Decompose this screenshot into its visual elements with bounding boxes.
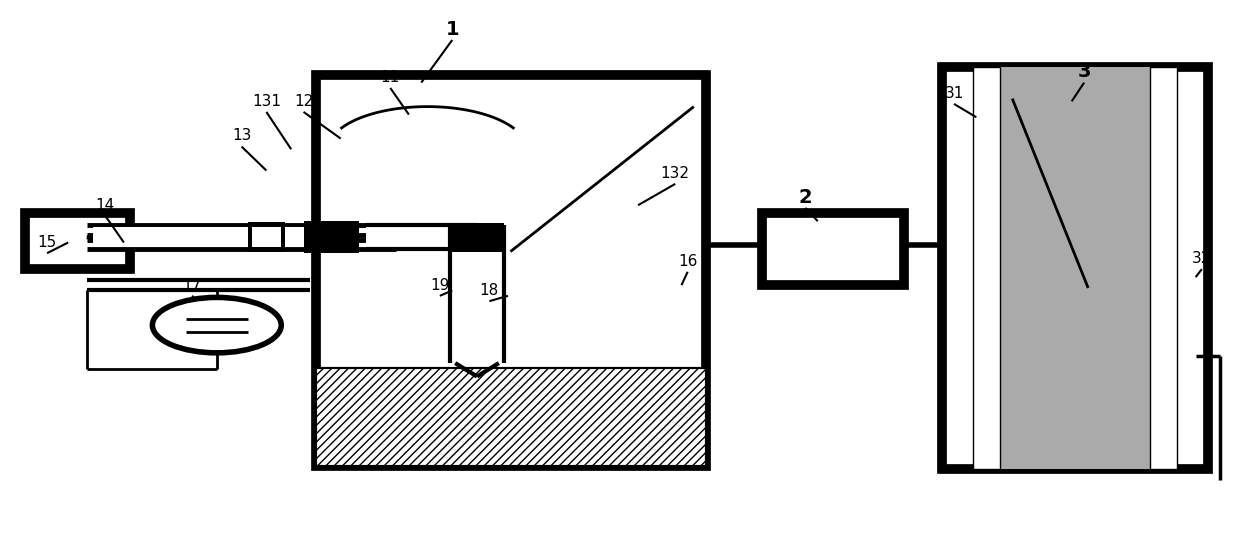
Bar (762, 213, 904, 285)
Text: 13: 13 (232, 128, 252, 143)
Bar (316, 368, 706, 466)
Bar (304, 221, 359, 253)
Text: 3: 3 (1078, 62, 1090, 82)
Text: 12: 12 (294, 94, 313, 109)
Bar (25, 213, 130, 269)
Text: 17: 17 (182, 278, 202, 293)
Bar (366, 225, 477, 249)
Text: 11: 11 (380, 70, 400, 85)
Text: 1: 1 (446, 20, 458, 39)
Bar (942, 67, 1208, 469)
Bar (87, 239, 396, 249)
Bar (1150, 67, 1177, 469)
Text: 18: 18 (479, 283, 499, 298)
Text: 32: 32 (1192, 251, 1212, 266)
Text: 19: 19 (430, 278, 450, 293)
Text: 31: 31 (944, 86, 964, 101)
Bar (973, 67, 1177, 469)
Bar (450, 225, 504, 228)
Bar (252, 227, 281, 247)
Bar (248, 222, 285, 252)
Bar (450, 223, 504, 252)
Circle shape (152, 297, 281, 353)
Bar (316, 75, 706, 466)
Bar (93, 227, 310, 247)
Text: 131: 131 (252, 94, 281, 109)
Text: 2: 2 (799, 188, 812, 207)
Text: 16: 16 (678, 254, 698, 269)
Bar (87, 280, 310, 290)
Text: 15: 15 (37, 235, 57, 250)
Bar (973, 67, 1000, 469)
Text: 132: 132 (660, 166, 690, 181)
Text: 14: 14 (95, 198, 115, 213)
Bar (87, 225, 396, 235)
Bar (316, 368, 706, 466)
